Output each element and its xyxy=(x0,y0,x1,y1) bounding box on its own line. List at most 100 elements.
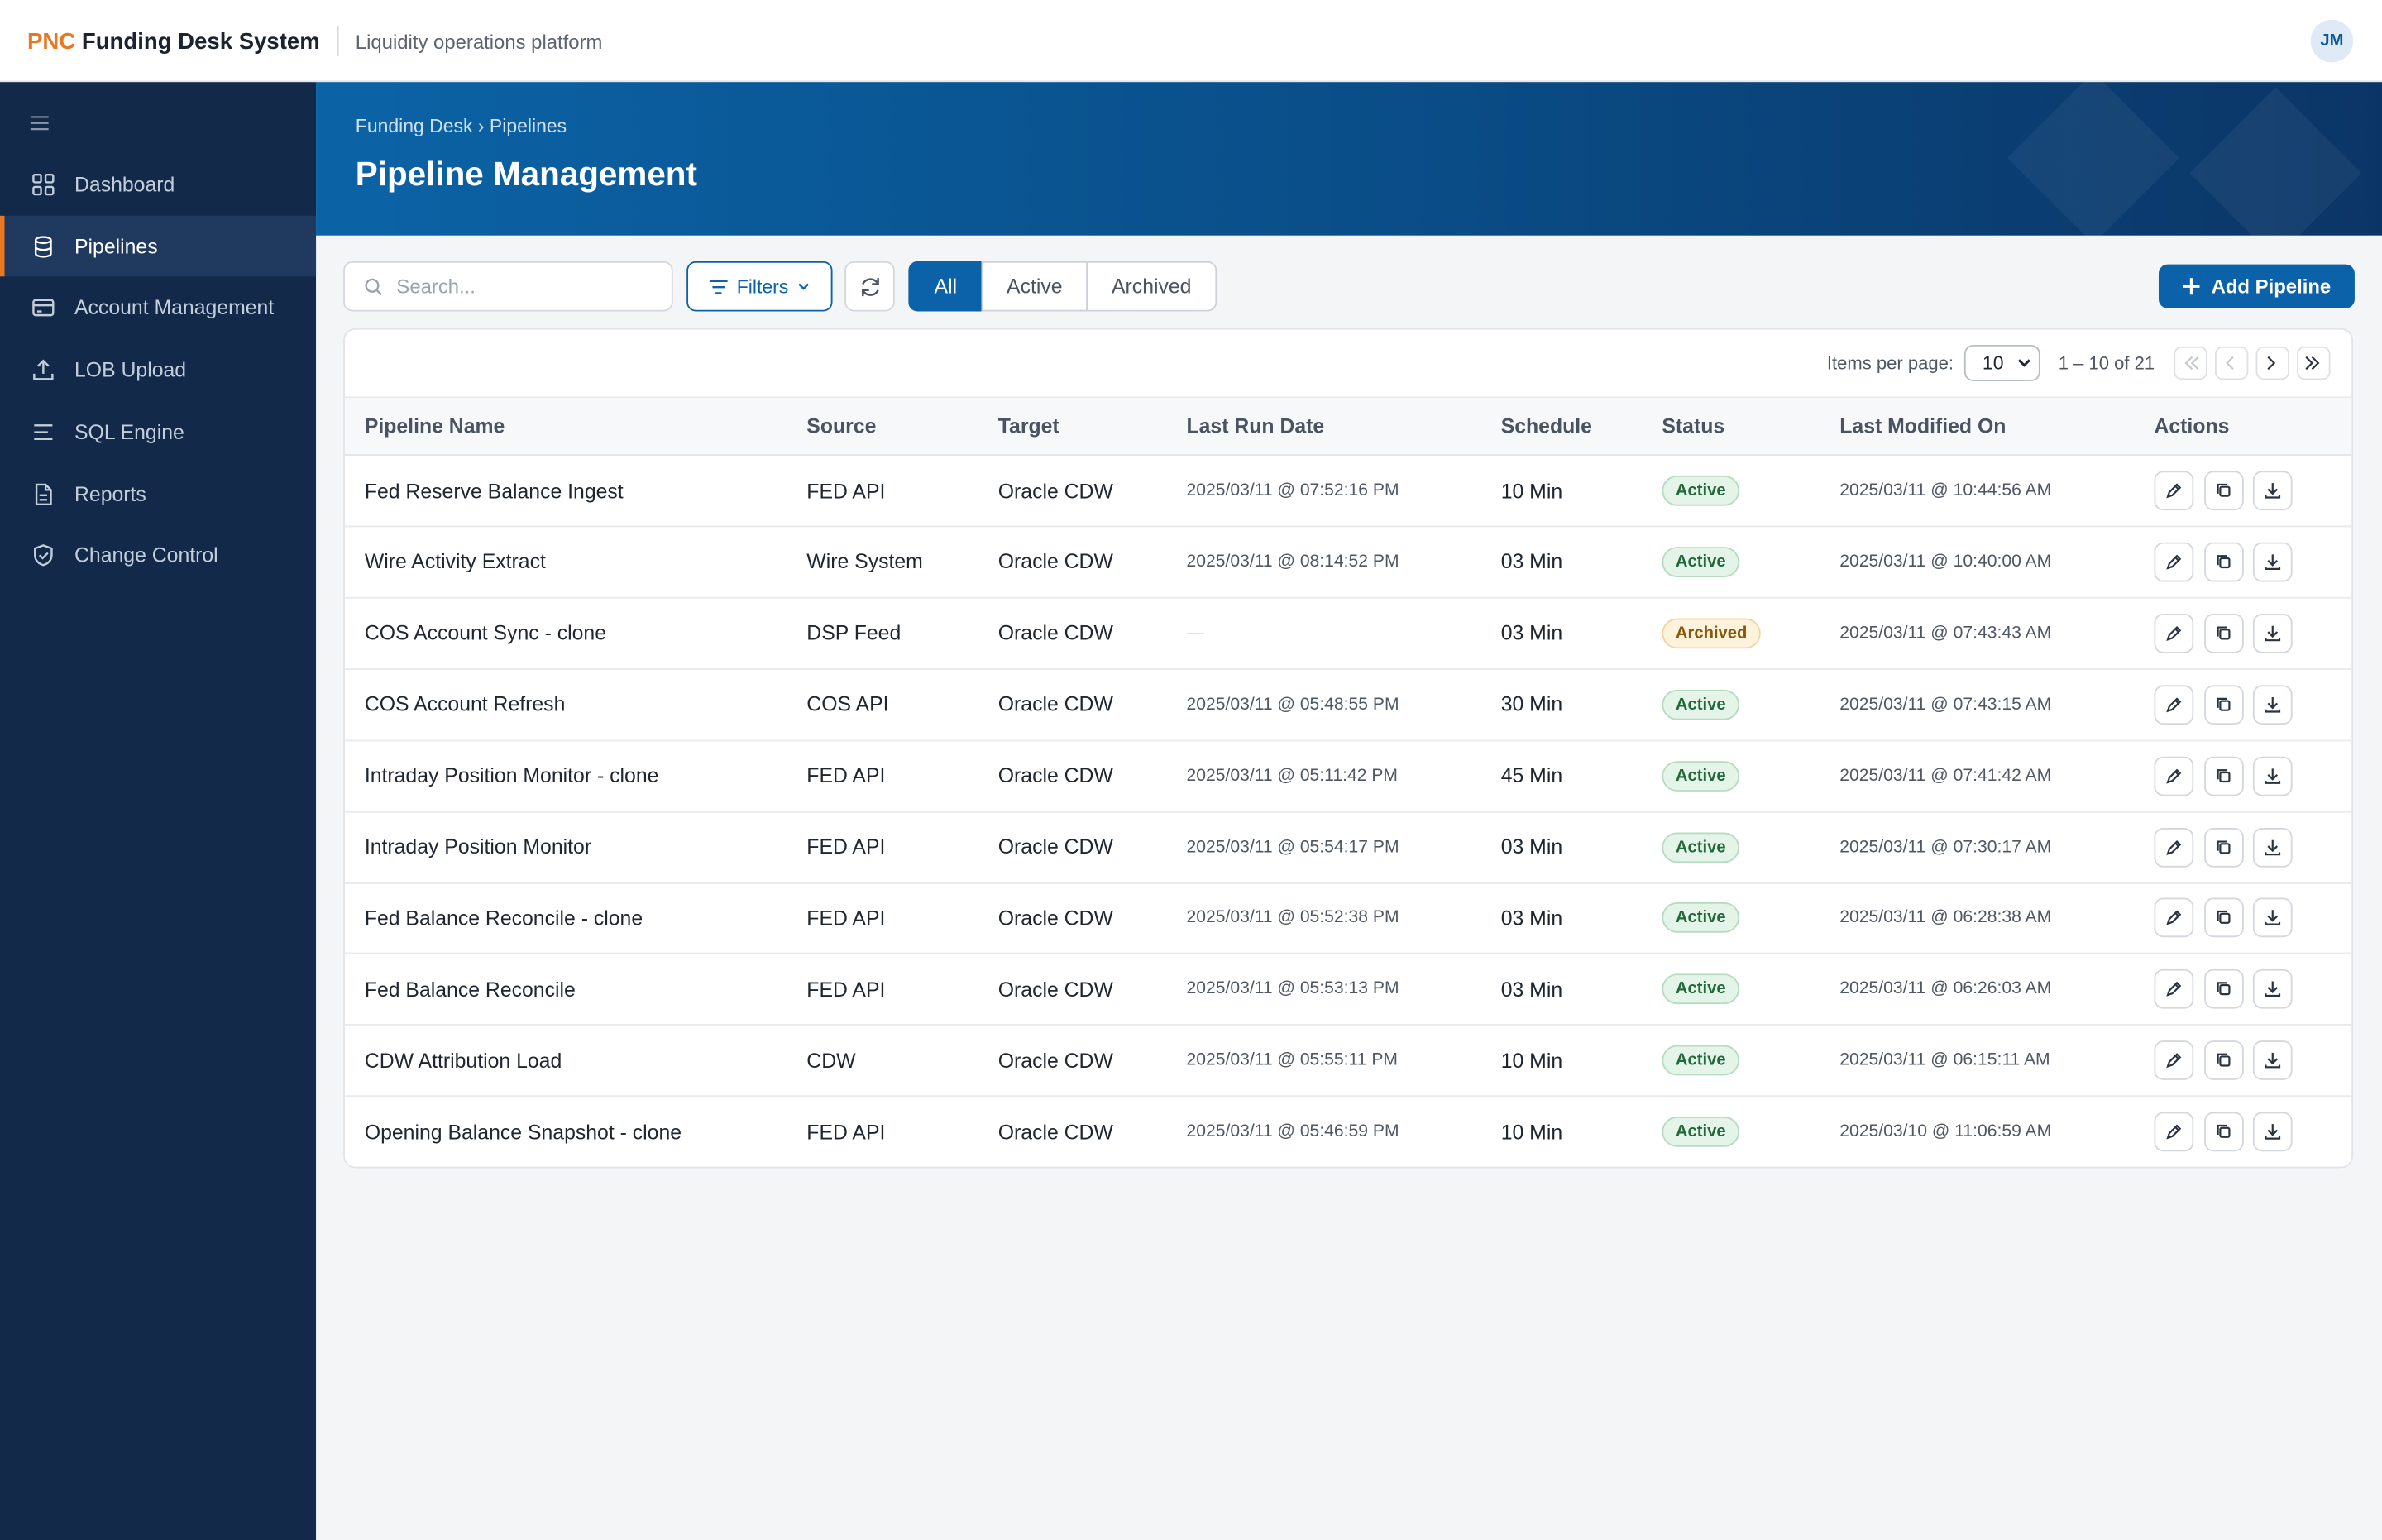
table-cell: Oracle CDW xyxy=(997,1120,1113,1144)
edit-button[interactable] xyxy=(2154,755,2194,796)
table-cell: Oracle CDW xyxy=(997,621,1113,645)
nav-item[interactable]: Account Management xyxy=(0,278,316,338)
nav-label: Account Management xyxy=(74,296,275,320)
nav-item[interactable]: Change Control xyxy=(0,525,316,586)
action-icon xyxy=(2166,483,2182,499)
action-icon xyxy=(2265,483,2281,499)
download-button[interactable] xyxy=(2252,542,2293,582)
nav-icon xyxy=(34,235,52,258)
nav-label: Reports xyxy=(74,482,146,505)
add-pipeline-button[interactable]: Add Pipeline xyxy=(2158,264,2355,308)
table-cell: 2025/03/11 @ 07:52:16 PM xyxy=(1186,481,1399,500)
download-button[interactable] xyxy=(2252,827,2293,867)
download-button[interactable] xyxy=(2252,471,2293,511)
column-header: Last Modified On xyxy=(1839,414,2007,438)
pager-button xyxy=(2214,346,2249,380)
edit-button[interactable] xyxy=(2154,1112,2194,1152)
copy-button[interactable] xyxy=(2203,898,2243,938)
tagline: Liquidity operations platform xyxy=(355,29,603,53)
nav-icon xyxy=(32,299,55,318)
copy-button[interactable] xyxy=(2203,613,2243,653)
table-cell: 03 Min xyxy=(1500,906,1563,930)
pager-button xyxy=(2174,346,2207,380)
table-cell: CDW Attribution Load xyxy=(364,1049,562,1073)
action-icon xyxy=(2216,768,2230,782)
edit-button[interactable] xyxy=(2154,542,2194,582)
status-badge: Archived xyxy=(1662,618,1761,648)
download-button[interactable] xyxy=(2252,684,2293,725)
download-button[interactable] xyxy=(2252,1112,2293,1152)
status-cell: Active xyxy=(1662,812,1740,882)
action-icon xyxy=(2166,554,2182,570)
table-cell: 2025/03/11 @ 07:41:42 AM xyxy=(1839,766,2052,785)
refresh-button[interactable] xyxy=(844,261,895,312)
pager-button[interactable] xyxy=(2297,346,2331,380)
action-icon xyxy=(2166,911,2182,926)
table-cell: 2025/03/11 @ 05:11:42 PM xyxy=(1186,766,1399,785)
edit-button[interactable] xyxy=(2154,1040,2194,1081)
status-tab[interactable]: All xyxy=(908,261,983,312)
pager-icon xyxy=(2184,356,2199,371)
edit-button[interactable] xyxy=(2154,827,2194,867)
download-button[interactable] xyxy=(2252,613,2293,653)
pager-button[interactable] xyxy=(2255,346,2289,380)
breadcrumb-separator: › xyxy=(477,115,485,137)
status-cell: Active xyxy=(1662,883,1740,953)
edit-button[interactable] xyxy=(2154,684,2194,725)
table-cell: Wire Activity Extract xyxy=(364,550,546,574)
menu-icon[interactable] xyxy=(30,116,49,131)
copy-button[interactable] xyxy=(2203,1040,2243,1081)
action-icon xyxy=(2265,1124,2281,1140)
status-badge: Active xyxy=(1662,760,1740,792)
nav-item[interactable]: LOB Upload xyxy=(0,340,316,400)
pager-icon xyxy=(2267,356,2276,371)
download-button[interactable] xyxy=(2252,898,2293,938)
table-cell: 2025/03/11 @ 05:48:55 PM xyxy=(1186,695,1399,714)
copy-button[interactable] xyxy=(2203,471,2243,511)
nav-item[interactable]: Dashboard xyxy=(0,154,316,214)
row-divider xyxy=(344,1095,2352,1098)
download-button[interactable] xyxy=(2252,1040,2293,1081)
edit-button[interactable] xyxy=(2154,898,2194,938)
table-cell: 2025/03/11 @ 10:44:56 AM xyxy=(1839,481,2052,500)
page-banner: Funding Desk › Pipelines Pipeline Manage… xyxy=(316,82,2382,236)
copy-button[interactable] xyxy=(2203,755,2243,796)
table-cell: 10 Min xyxy=(1500,1049,1563,1073)
copy-button[interactable] xyxy=(2203,1112,2243,1152)
status-badge: Active xyxy=(1662,1045,1740,1076)
table-cell: Oracle CDW xyxy=(997,906,1113,930)
table-cell: Oracle CDW xyxy=(997,835,1113,858)
chevron xyxy=(798,282,810,289)
status-tab[interactable]: Active xyxy=(981,261,1088,312)
download-button[interactable] xyxy=(2252,755,2293,796)
page-size-select[interactable]: 10 xyxy=(1963,344,2040,382)
edit-button[interactable] xyxy=(2154,969,2194,1010)
copy-button[interactable] xyxy=(2203,827,2243,867)
column-header: Actions xyxy=(2154,414,2230,438)
edit-button[interactable] xyxy=(2154,471,2194,511)
copy-button[interactable] xyxy=(2203,542,2243,582)
copy-button[interactable] xyxy=(2203,969,2243,1010)
table-cell: 03 Min xyxy=(1500,978,1563,1002)
breadcrumb-item[interactable]: Funding Desk xyxy=(355,115,473,137)
table-cell: 03 Min xyxy=(1500,621,1563,645)
search-input[interactable]: Search... xyxy=(343,261,673,312)
copy-button[interactable] xyxy=(2203,684,2243,725)
nav-item[interactable]: Reports xyxy=(0,463,316,524)
status-tab[interactable]: Archived xyxy=(1086,261,1217,312)
nav-item[interactable]: Pipelines xyxy=(0,216,317,277)
edit-button[interactable] xyxy=(2154,613,2194,653)
nav-label: Dashboard xyxy=(74,173,175,196)
table-cell: COS Account Refresh xyxy=(364,692,566,716)
nav-item[interactable]: SQL Engine xyxy=(0,401,316,462)
action-icon xyxy=(2166,768,2182,783)
breadcrumb-item: Pipelines xyxy=(489,115,567,137)
brand: PNC Funding Desk System xyxy=(27,0,320,82)
action-icon xyxy=(2166,625,2182,641)
filters-button[interactable]: Filters xyxy=(686,261,833,312)
table-cell: 2025/03/11 @ 05:53:13 PM xyxy=(1186,980,1399,999)
table-cell: Wire System xyxy=(806,550,923,574)
download-button[interactable] xyxy=(2252,969,2293,1010)
page-size-value: 10 xyxy=(1982,352,2004,374)
avatar[interactable]: JM xyxy=(2310,19,2354,63)
